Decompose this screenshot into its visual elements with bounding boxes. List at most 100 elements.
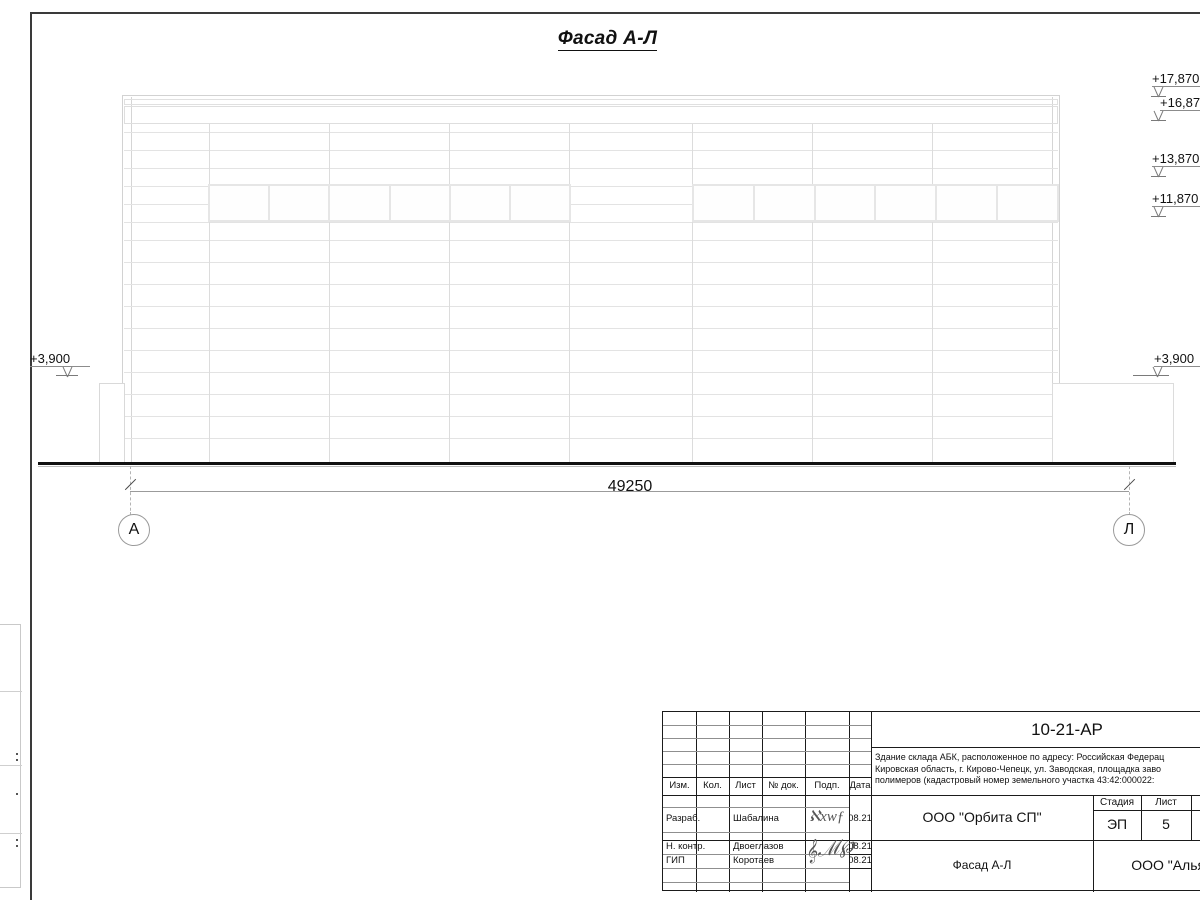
dimension-value: 49250: [607, 478, 653, 495]
siding-line: [124, 394, 1058, 395]
building-wall: [122, 95, 1060, 465]
wall-joint-line: [449, 124, 450, 465]
tb-sheets-value: 17: [1191, 810, 1200, 840]
wall-joint-line: [569, 124, 570, 465]
tb-doc-code: 10-21-АР: [1031, 719, 1103, 739]
wall-left-edge: [131, 97, 132, 465]
tb-date-0: 08.21: [849, 813, 871, 825]
parapet-band-lower: [124, 106, 1058, 124]
siding-line: [124, 262, 1058, 263]
siding-line: [124, 222, 1058, 223]
elev-marker-3900-left: +3,900: [30, 352, 90, 367]
elev-tick: [1151, 120, 1166, 121]
tb-col-list: Лист: [735, 779, 756, 791]
elev-tick: [1151, 176, 1166, 177]
elev-marker-17870: +17,870: [1152, 71, 1200, 87]
siding-line: [124, 186, 1058, 187]
siding-line: [124, 240, 1058, 241]
tb-date-1: 08.21: [849, 840, 871, 852]
wall-joint-line: [329, 124, 330, 465]
tb-col-kol: Кол.: [703, 779, 722, 791]
tb-description-line-1: Кировская область, г. Кирово-Чепецк, ул.…: [875, 763, 1162, 774]
axis-label-a: А: [128, 521, 140, 538]
tb-sheet-label: Лист: [1155, 796, 1177, 808]
tb-date-2: 08.21: [849, 854, 871, 866]
elev-marker-16870: +16,870: [1160, 95, 1200, 111]
window-pane: [510, 186, 570, 220]
siding-line: [124, 438, 1058, 439]
window-pane: [998, 186, 1057, 220]
tb-description-line-0: Здание склада АБК, расположенное по адре…: [875, 752, 1165, 762]
building-elevation: +17,870 +16,870 +13,870 +11,870 +3,900: [0, 0, 1200, 620]
wall-joint-line: [692, 124, 693, 465]
drawing-frame-border: [30, 12, 1200, 900]
tb-role-1: Н. контр.: [666, 840, 706, 852]
axis-label-l: Л: [1123, 521, 1135, 538]
elev-marker-13870: +13,870: [1152, 151, 1200, 167]
tb-sheets-label: Листо: [1191, 795, 1200, 810]
tb-description-line-2: полимеров (кадастровый номер земельного …: [875, 775, 1155, 785]
tb-stage-label: Стадия: [1099, 796, 1135, 808]
title-block-fragment: [0, 624, 22, 888]
tb-col-podp: Подп.: [814, 779, 840, 791]
tb-drawing-name: Фасад А-Л: [952, 858, 1012, 873]
elev-marker-11870: +11,870: [1152, 191, 1200, 207]
wall-joint-line: [209, 124, 210, 465]
tb-stage-value: ЭП: [1106, 816, 1128, 833]
page-title-text: Фасад А-Л: [557, 28, 658, 51]
siding-line: [124, 350, 1058, 351]
tb-client: ООО "Альянс": [1131, 857, 1200, 874]
annex-right: [1052, 383, 1174, 465]
siding-line: [124, 204, 1058, 205]
parapet-band-upper: [124, 99, 1058, 105]
tb-col-izm: Изм.: [669, 779, 690, 791]
siding-line: [124, 328, 1058, 329]
tb-name-0: Шабалина: [733, 813, 779, 825]
tb-col-data: Дата: [849, 779, 871, 791]
window-band-right: [692, 184, 1059, 222]
siding-line: [124, 132, 1058, 133]
wall-right-edge: [1052, 97, 1053, 465]
siding-line: [124, 306, 1058, 307]
wall-joint-line: [812, 124, 813, 465]
window-pane: [270, 186, 331, 220]
annex-left: [99, 383, 125, 465]
window-band-left: [208, 184, 571, 222]
dimension-line: [130, 491, 1129, 492]
window-pane: [210, 186, 271, 220]
tb-col-ndok: № док.: [768, 779, 799, 791]
signature-developer: ℵxwƒ: [809, 809, 845, 825]
axis-bubble-l[interactable]: Л: [1113, 514, 1145, 546]
tb-organization: ООО "Орбита СП": [922, 808, 1042, 825]
window-pane: [390, 186, 451, 220]
siding-line: [124, 168, 1058, 169]
siding-line: [124, 416, 1058, 417]
window-pane: [815, 186, 877, 220]
tb-description: Здание склада АБК, расположенное по адре…: [875, 752, 1200, 787]
tb-name-2: Коротаев: [733, 854, 775, 866]
siding-line: [124, 372, 1058, 373]
tb-role-2: ГИП: [666, 854, 685, 866]
wall-joint-line: [932, 124, 933, 465]
dimension-extension-line: [1129, 466, 1130, 516]
elev-tick: [1133, 375, 1169, 376]
window-pane: [694, 186, 755, 220]
window-pane: [754, 186, 816, 220]
tb-role-0: Разраб.: [666, 813, 701, 825]
ground-line-shadow: [38, 465, 1176, 467]
siding-line: [124, 150, 1058, 151]
tb-name-1: Двоеглазов: [733, 840, 784, 852]
title-block: Изм. Кол. Лист № док. Подп. Дата Разраб.…: [662, 711, 1200, 892]
elev-marker-3900-right: +3,900: [1154, 352, 1200, 367]
elev-tick: [1151, 216, 1166, 217]
ground-line: [38, 462, 1176, 465]
window-pane: [937, 186, 999, 220]
tb-sheet-value: 5: [1162, 816, 1170, 833]
axis-bubble-a[interactable]: А: [118, 514, 150, 546]
window-pane: [876, 186, 938, 220]
elev-tick: [56, 375, 78, 376]
elev-tick: [1151, 96, 1166, 97]
window-pane: [330, 186, 391, 220]
window-pane: [450, 186, 511, 220]
